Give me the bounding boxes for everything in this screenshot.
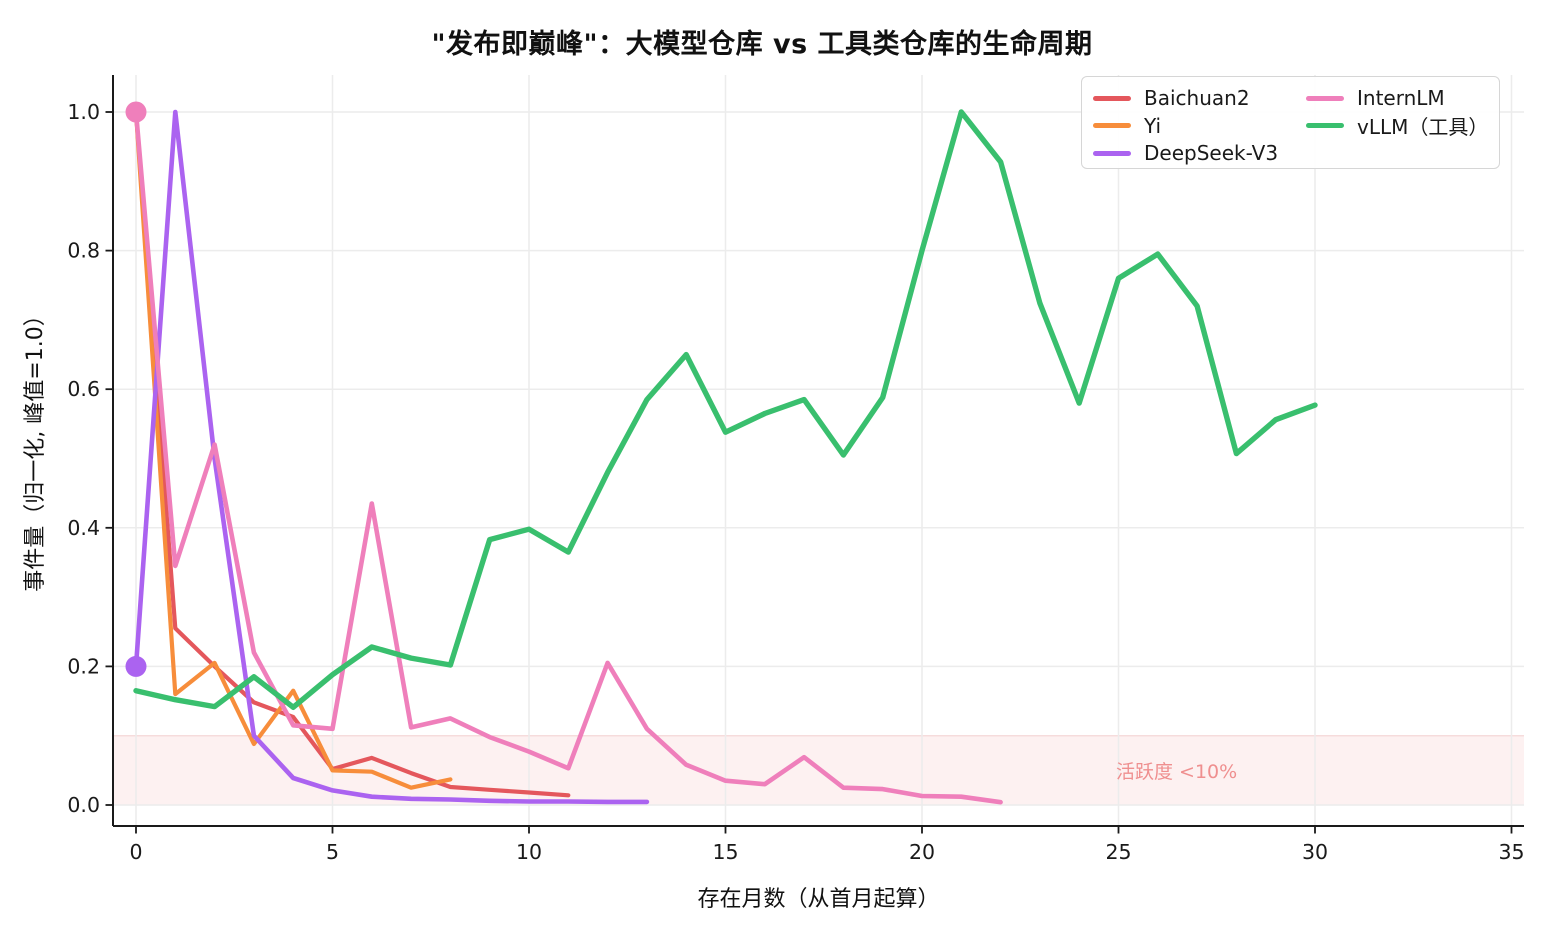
series-marker-internlm bbox=[125, 101, 147, 123]
legend-swatch bbox=[1306, 123, 1344, 128]
x-tick-label: 25 bbox=[1105, 840, 1131, 864]
y-axis-label: 事件量（归一化, 峰值=1.0） bbox=[23, 304, 48, 592]
series-line-deepseek-v3 bbox=[133, 109, 650, 805]
series-line-yi bbox=[133, 109, 453, 790]
legend-item-deepseek-v3: DeepSeek-V3 bbox=[1093, 139, 1278, 167]
legend-swatch bbox=[1306, 95, 1344, 101]
y-tick-label: 0.8 bbox=[67, 239, 100, 263]
x-tick-label: 0 bbox=[129, 840, 142, 864]
chart-title: "发布即巅峰"：大模型仓库 vs 工具类仓库的生命周期 bbox=[431, 29, 1093, 60]
series-line-vllm- bbox=[133, 109, 1318, 710]
x-tick-label: 20 bbox=[909, 840, 935, 864]
x-tick-label: 15 bbox=[712, 840, 738, 864]
x-tick-label: 10 bbox=[516, 840, 542, 864]
series-marker-deepseek-v3 bbox=[125, 655, 147, 677]
y-tick-label: 0.2 bbox=[67, 654, 100, 678]
legend-swatch bbox=[1093, 123, 1131, 128]
y-tick-label: 0.4 bbox=[67, 516, 100, 540]
x-tick-label: 35 bbox=[1498, 840, 1524, 864]
y-tick-label: 0.6 bbox=[67, 377, 100, 401]
y-tick-label: 1.0 bbox=[67, 100, 100, 124]
legend-item-vllm-: vLLM（工具） bbox=[1306, 112, 1488, 140]
legend-label: Yi bbox=[1144, 113, 1162, 138]
legend-label: DeepSeek-V3 bbox=[1144, 141, 1279, 165]
x-tick-label: 5 bbox=[326, 840, 339, 864]
series-line-baichuan2 bbox=[133, 109, 571, 798]
legend-item-yi: Yi bbox=[1093, 112, 1161, 140]
threshold-annotation: 活跃度 <10% bbox=[1116, 761, 1238, 783]
legend-swatch bbox=[1093, 95, 1131, 101]
series-line-internlm bbox=[133, 109, 1003, 805]
x-tick-label: 30 bbox=[1302, 840, 1328, 864]
y-tick-label: 0.0 bbox=[67, 793, 100, 817]
legend-item-internlm: InternLM bbox=[1306, 84, 1445, 112]
legend-label: vLLM（工具） bbox=[1357, 115, 1489, 139]
x-axis-label: 存在月数（从首月起算） bbox=[697, 887, 940, 912]
legend-swatch bbox=[1093, 150, 1131, 156]
legend-label: InternLM bbox=[1357, 86, 1445, 110]
legend: Baichuan2 Yi DeepSeek-V3 InternLM vLLM（工具） bbox=[1081, 76, 1500, 169]
legend-item-baichuan2: Baichuan2 bbox=[1093, 84, 1250, 112]
legend-label: Baichuan2 bbox=[1144, 86, 1250, 110]
